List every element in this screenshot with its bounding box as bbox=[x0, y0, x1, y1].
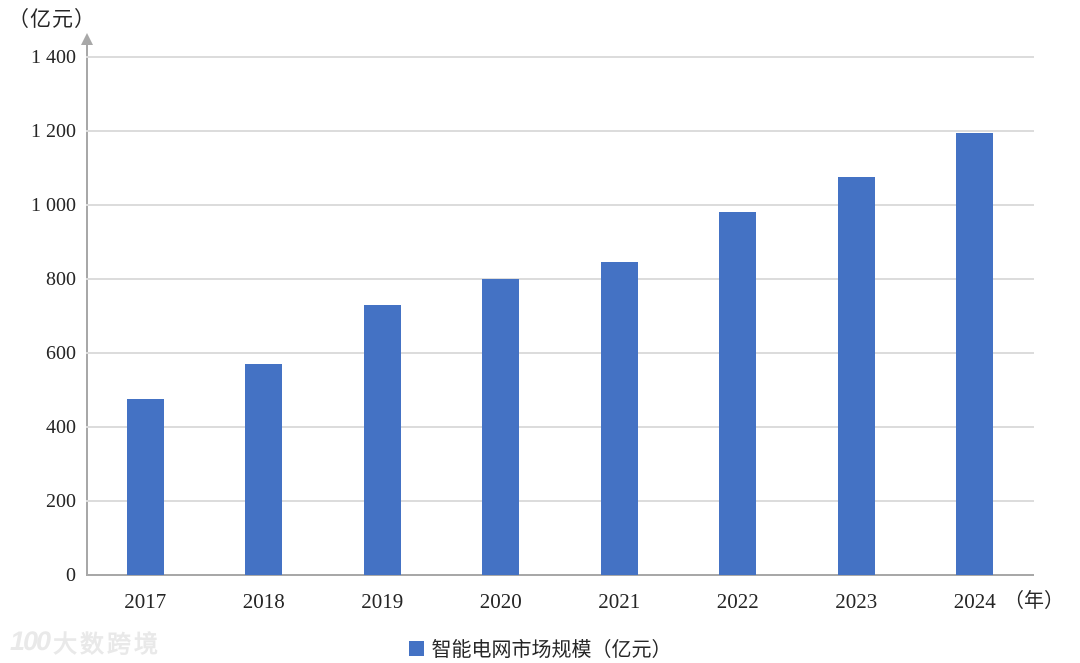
x-axis-unit-label: （年） bbox=[1004, 590, 1064, 612]
y-tick-label-400: 400 bbox=[46, 416, 76, 438]
gridline-200 bbox=[86, 500, 1034, 502]
y-tick-label-0: 0 bbox=[66, 564, 76, 586]
bar-2018 bbox=[245, 364, 283, 575]
x-tick-label-2022: 2022 bbox=[716, 589, 759, 613]
watermark: 100 大数跨境 bbox=[10, 624, 161, 659]
gridline-1400 bbox=[86, 56, 1034, 58]
bar-2023 bbox=[837, 177, 875, 575]
gridline-1200 bbox=[86, 130, 1034, 132]
y-axis-unit-label: （亿元） bbox=[8, 7, 96, 31]
gridline-600 bbox=[86, 352, 1034, 354]
x-tick-label-2018: 2018 bbox=[242, 589, 285, 613]
bar-2024 bbox=[956, 132, 994, 575]
y-tick-label-1400: 1 400 bbox=[31, 46, 76, 68]
y-tick-label-600: 600 bbox=[46, 342, 76, 364]
legend-swatch bbox=[408, 641, 424, 656]
x-tick-label-2023: 2023 bbox=[835, 589, 878, 613]
x-axis-line bbox=[86, 574, 1034, 576]
x-tick-label-2021: 2021 bbox=[598, 589, 641, 613]
gridline-400 bbox=[86, 426, 1034, 428]
bar-2017 bbox=[126, 399, 164, 575]
watermark-logo: 100 bbox=[10, 626, 51, 656]
y-tick-label-1000: 1 000 bbox=[31, 194, 76, 216]
x-tick-label-2017: 2017 bbox=[124, 589, 167, 613]
y-axis-line bbox=[86, 44, 88, 575]
legend-label: 智能电网市场规模（亿元） bbox=[431, 639, 672, 661]
y-tick-label-1200: 1 200 bbox=[31, 120, 76, 142]
bar-2020 bbox=[482, 279, 520, 575]
x-tick-label-2020: 2020 bbox=[479, 589, 522, 613]
bar-2022 bbox=[719, 212, 757, 575]
x-tick-label-2019: 2019 bbox=[361, 589, 404, 613]
gridline-1000 bbox=[86, 204, 1034, 206]
gridline-800 bbox=[86, 278, 1034, 280]
bar-2021 bbox=[600, 262, 638, 575]
y-tick-label-800: 800 bbox=[46, 268, 76, 290]
watermark-text: 大数跨境 bbox=[53, 631, 162, 658]
bar-2019 bbox=[363, 304, 401, 575]
legend: 智能电网市场规模（亿元） bbox=[0, 633, 1080, 662]
y-tick-label-200: 200 bbox=[46, 490, 76, 512]
x-tick-label-2024: 2024 bbox=[953, 589, 996, 613]
y-axis-arrow-icon bbox=[81, 33, 93, 45]
